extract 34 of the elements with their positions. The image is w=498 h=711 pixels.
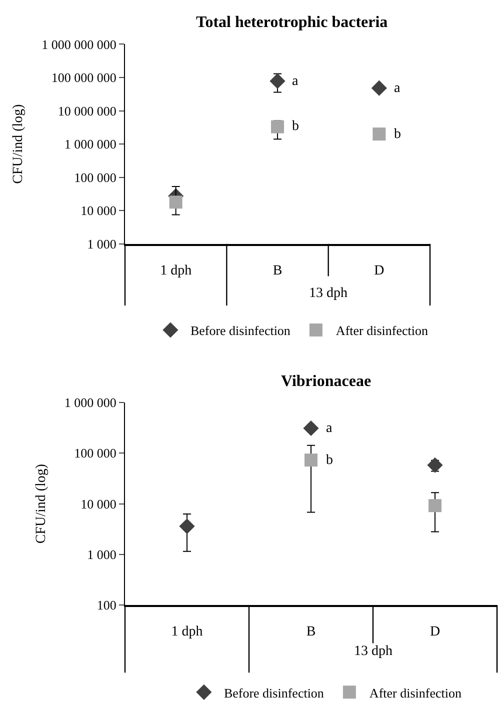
x-tick-label: D [430,624,440,640]
annotation: a [394,81,401,96]
x-tick-label: D [374,263,384,278]
legend-label: After disinfection [369,685,462,700]
text: 13 dph [309,286,348,301]
x-tick-label: 1 dph [171,624,203,640]
legend-label: After disinfection [336,323,428,338]
x-tick-label: B [272,263,282,278]
y-tick-label: 1 000 000 000 [42,36,116,52]
y-tick-label: 100 000 [74,170,116,185]
y-axis-title: CFU/ind (log) [34,464,49,544]
annotation: b [394,127,401,142]
legend-label: Before disinfection [224,685,324,700]
annotation: b [292,119,299,134]
y-tick-label: 100 000 [74,446,116,461]
annotation: a [326,421,333,436]
y-tick-label: 10 000 000 [58,103,116,118]
y-tick-label: 1 000 [87,236,116,252]
x-tick-label: B [306,624,316,640]
chart-title: Vibrionaceae [281,373,372,390]
y-axis-title: CFU/ind (log) [11,104,26,184]
chart-title: Total heterotrophic bacteria [196,14,388,31]
annotation: a [292,74,299,89]
text: 13 dph [354,644,392,659]
y-tick-label: 100 000 000 [51,70,116,86]
y-tick-label: 10 000 [80,496,116,512]
x-tick-label: 1 dph [160,263,192,278]
annotation: b [326,453,333,468]
legend-label: Before disinfection [190,323,291,338]
y-tick-label: 100 [96,598,116,613]
y-tick-label: 1 000 000 [64,395,116,410]
y-tick-label: 10 000 [80,203,116,218]
y-tick-label: 1 000 [87,546,116,562]
y-tick-label: 1 000 000 [64,136,116,152]
